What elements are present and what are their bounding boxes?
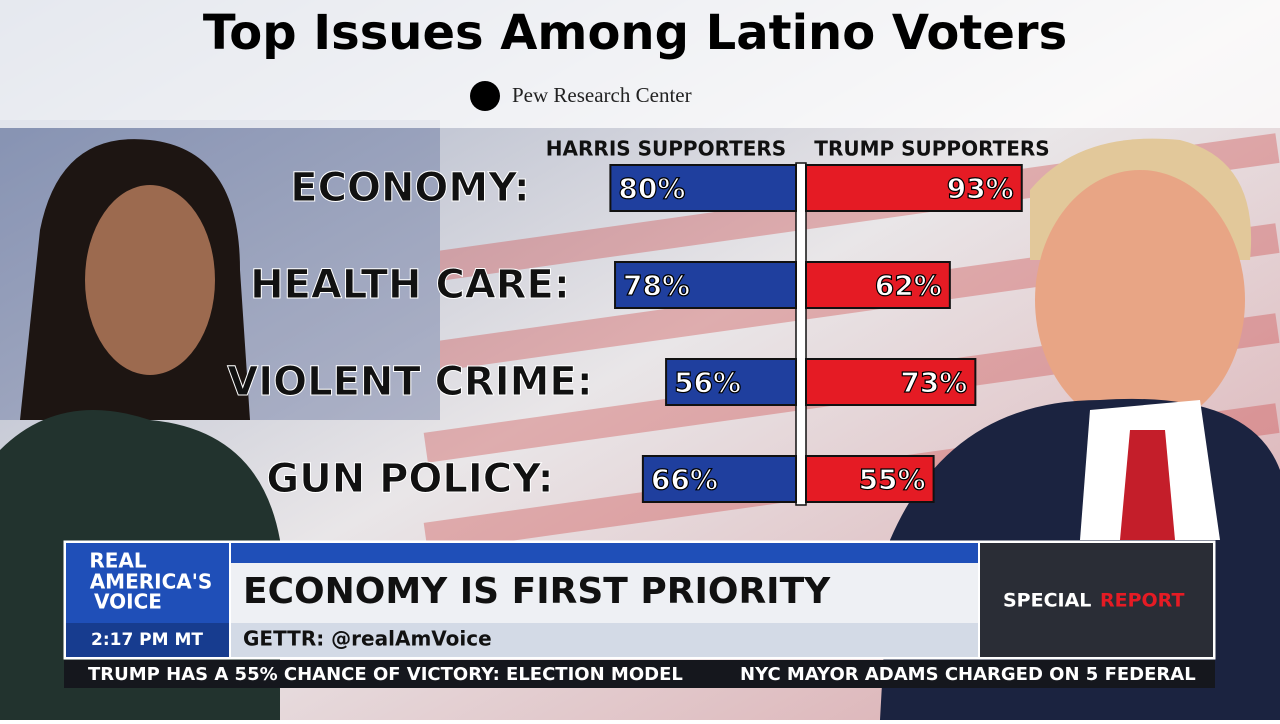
category-label: GUN POLICY: (266, 456, 553, 502)
chart: HARRIS SUPPORTERS TRUMP SUPPORTERS ECONOMY… (227, 137, 1050, 503)
time-box (66, 623, 229, 657)
chart-subtitle: Pew Research Center (512, 83, 692, 107)
social-handle: GETTR: @realAmVoice (243, 627, 492, 651)
legend-label: HARRIS SUPPORTERS (546, 137, 786, 161)
ticker-item: NYC MAYOR ADAMS CHARGED ON 5 FEDERAL (740, 664, 1196, 685)
lower-third: REAL AMERICA'S VOICE 2:17 PM MT ECONOMY … (63, 540, 1216, 688)
bar (805, 164, 1023, 212)
logo-text: AMERICA'S (90, 570, 213, 594)
category-label: VIOLENT CRIME: (227, 359, 593, 405)
headline-box (231, 563, 978, 623)
bar (665, 358, 798, 406)
value-label: 56% (674, 366, 741, 399)
center-divider (795, 162, 807, 506)
bar (614, 261, 797, 309)
value-label: 80% (618, 172, 685, 205)
value-label: 78% (623, 269, 690, 302)
value-label: 62% (875, 269, 942, 302)
ticker-bar (64, 660, 1215, 688)
legend-label: TRUMP SUPPORTERS (814, 137, 1049, 161)
value-label: 55% (859, 463, 926, 496)
pew-logo (470, 81, 500, 111)
bar (805, 455, 935, 503)
category-label: HEALTH CARE: (250, 262, 570, 308)
bar (805, 261, 951, 309)
ticker-item: TRUMP HAS A 55% CHANCE OF VICTORY: ELECT… (88, 664, 683, 685)
bar (609, 164, 798, 212)
logo-text: REAL (89, 549, 147, 573)
badge-text: REPORT (1100, 590, 1184, 612)
badge-box (980, 543, 1213, 657)
logo-text: VOICE (94, 590, 162, 614)
value-label: 93% (947, 172, 1014, 205)
value-label: 66% (651, 463, 718, 496)
bar (641, 455, 797, 503)
chart-title: Top Issues Among Latino Voters (203, 5, 1067, 61)
headline-stripe (231, 543, 978, 563)
time: 2:17 PM MT (91, 630, 203, 650)
category-label: ECONOMY: (290, 165, 529, 211)
bar (805, 358, 977, 406)
headline: ECONOMY IS FIRST PRIORITY (243, 571, 831, 612)
value-label: 73% (900, 366, 967, 399)
badge-text: SPECIAL (1003, 590, 1091, 612)
title-band (0, 0, 1280, 128)
social-box (231, 623, 978, 657)
